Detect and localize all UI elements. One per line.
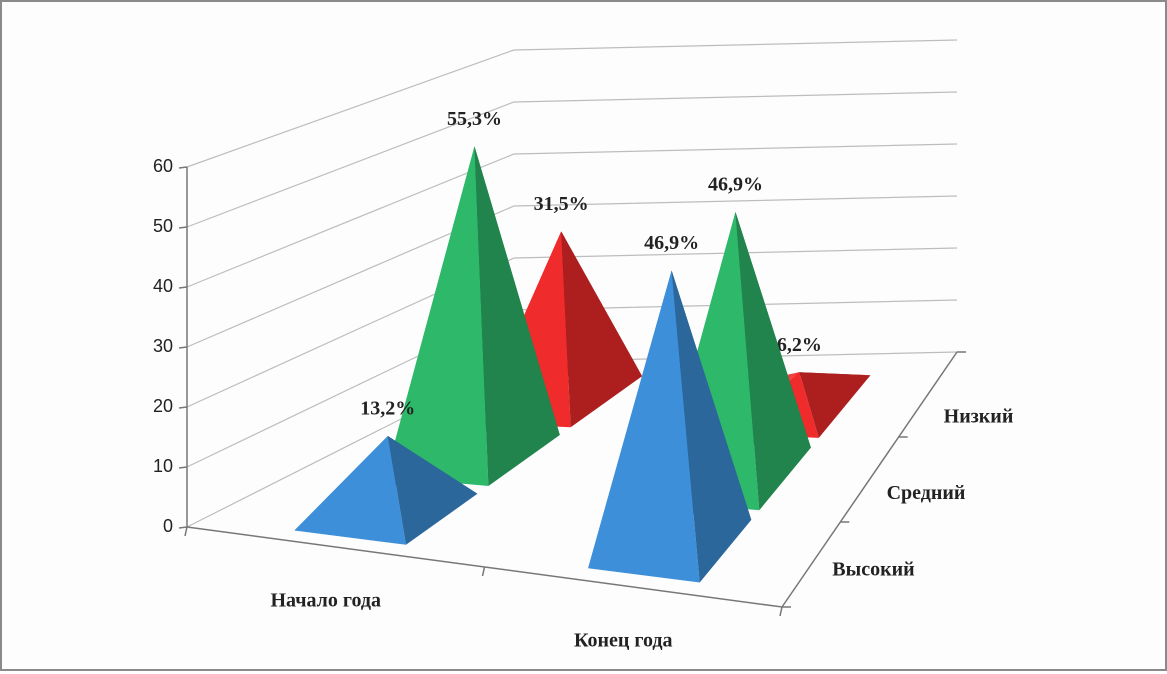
y-tick (178, 346, 188, 349)
legend-label: Средний (887, 482, 966, 504)
legend-label: Низкий (944, 406, 1014, 428)
pyramid-front (294, 436, 406, 545)
pyramid-front (588, 270, 700, 583)
grid-line (186, 195, 958, 348)
y-tick (178, 286, 188, 289)
data-label: 55,3% (447, 108, 502, 130)
x-tick (779, 606, 783, 617)
grid-line (186, 247, 958, 408)
y-tick-label: 30 (153, 336, 173, 356)
pyramid-right (474, 146, 560, 486)
data-label: 46,9% (644, 232, 699, 254)
pyramid (385, 146, 560, 486)
y-tick (178, 166, 188, 169)
grid-line (186, 91, 958, 228)
y-tick-label: 0 (163, 516, 173, 536)
y-tick-label: 40 (153, 276, 173, 296)
data-label: 46,9% (708, 174, 763, 196)
pyramid-right (387, 436, 478, 545)
y-tick-label: 20 (153, 396, 173, 416)
y-tick-label: 10 (153, 456, 173, 476)
y-tick (178, 226, 188, 229)
pyramid-right (799, 372, 871, 438)
pyramid-right (735, 212, 811, 511)
x-tick-label: Начало года (270, 590, 381, 612)
pyramid (294, 436, 478, 545)
pyramid-right (561, 231, 643, 428)
grid-line (186, 143, 958, 288)
y-tick (178, 466, 188, 469)
data-label: 13,2% (360, 398, 415, 420)
y-tick-label: 60 (153, 156, 173, 176)
x-tick (184, 526, 188, 537)
y-tick (178, 406, 188, 409)
data-label: 6,2% (777, 334, 822, 356)
y-tick-label: 50 (153, 216, 173, 236)
data-label: 31,5% (534, 193, 589, 215)
legend-label: Высокий (832, 559, 914, 581)
pyramid-right (671, 270, 752, 583)
x-tick (481, 566, 486, 577)
pyramid (588, 270, 752, 583)
y-tick (178, 526, 188, 529)
pyramid-front (385, 146, 489, 486)
grid-line (186, 39, 958, 168)
x-tick-label: Конец года (574, 630, 673, 652)
